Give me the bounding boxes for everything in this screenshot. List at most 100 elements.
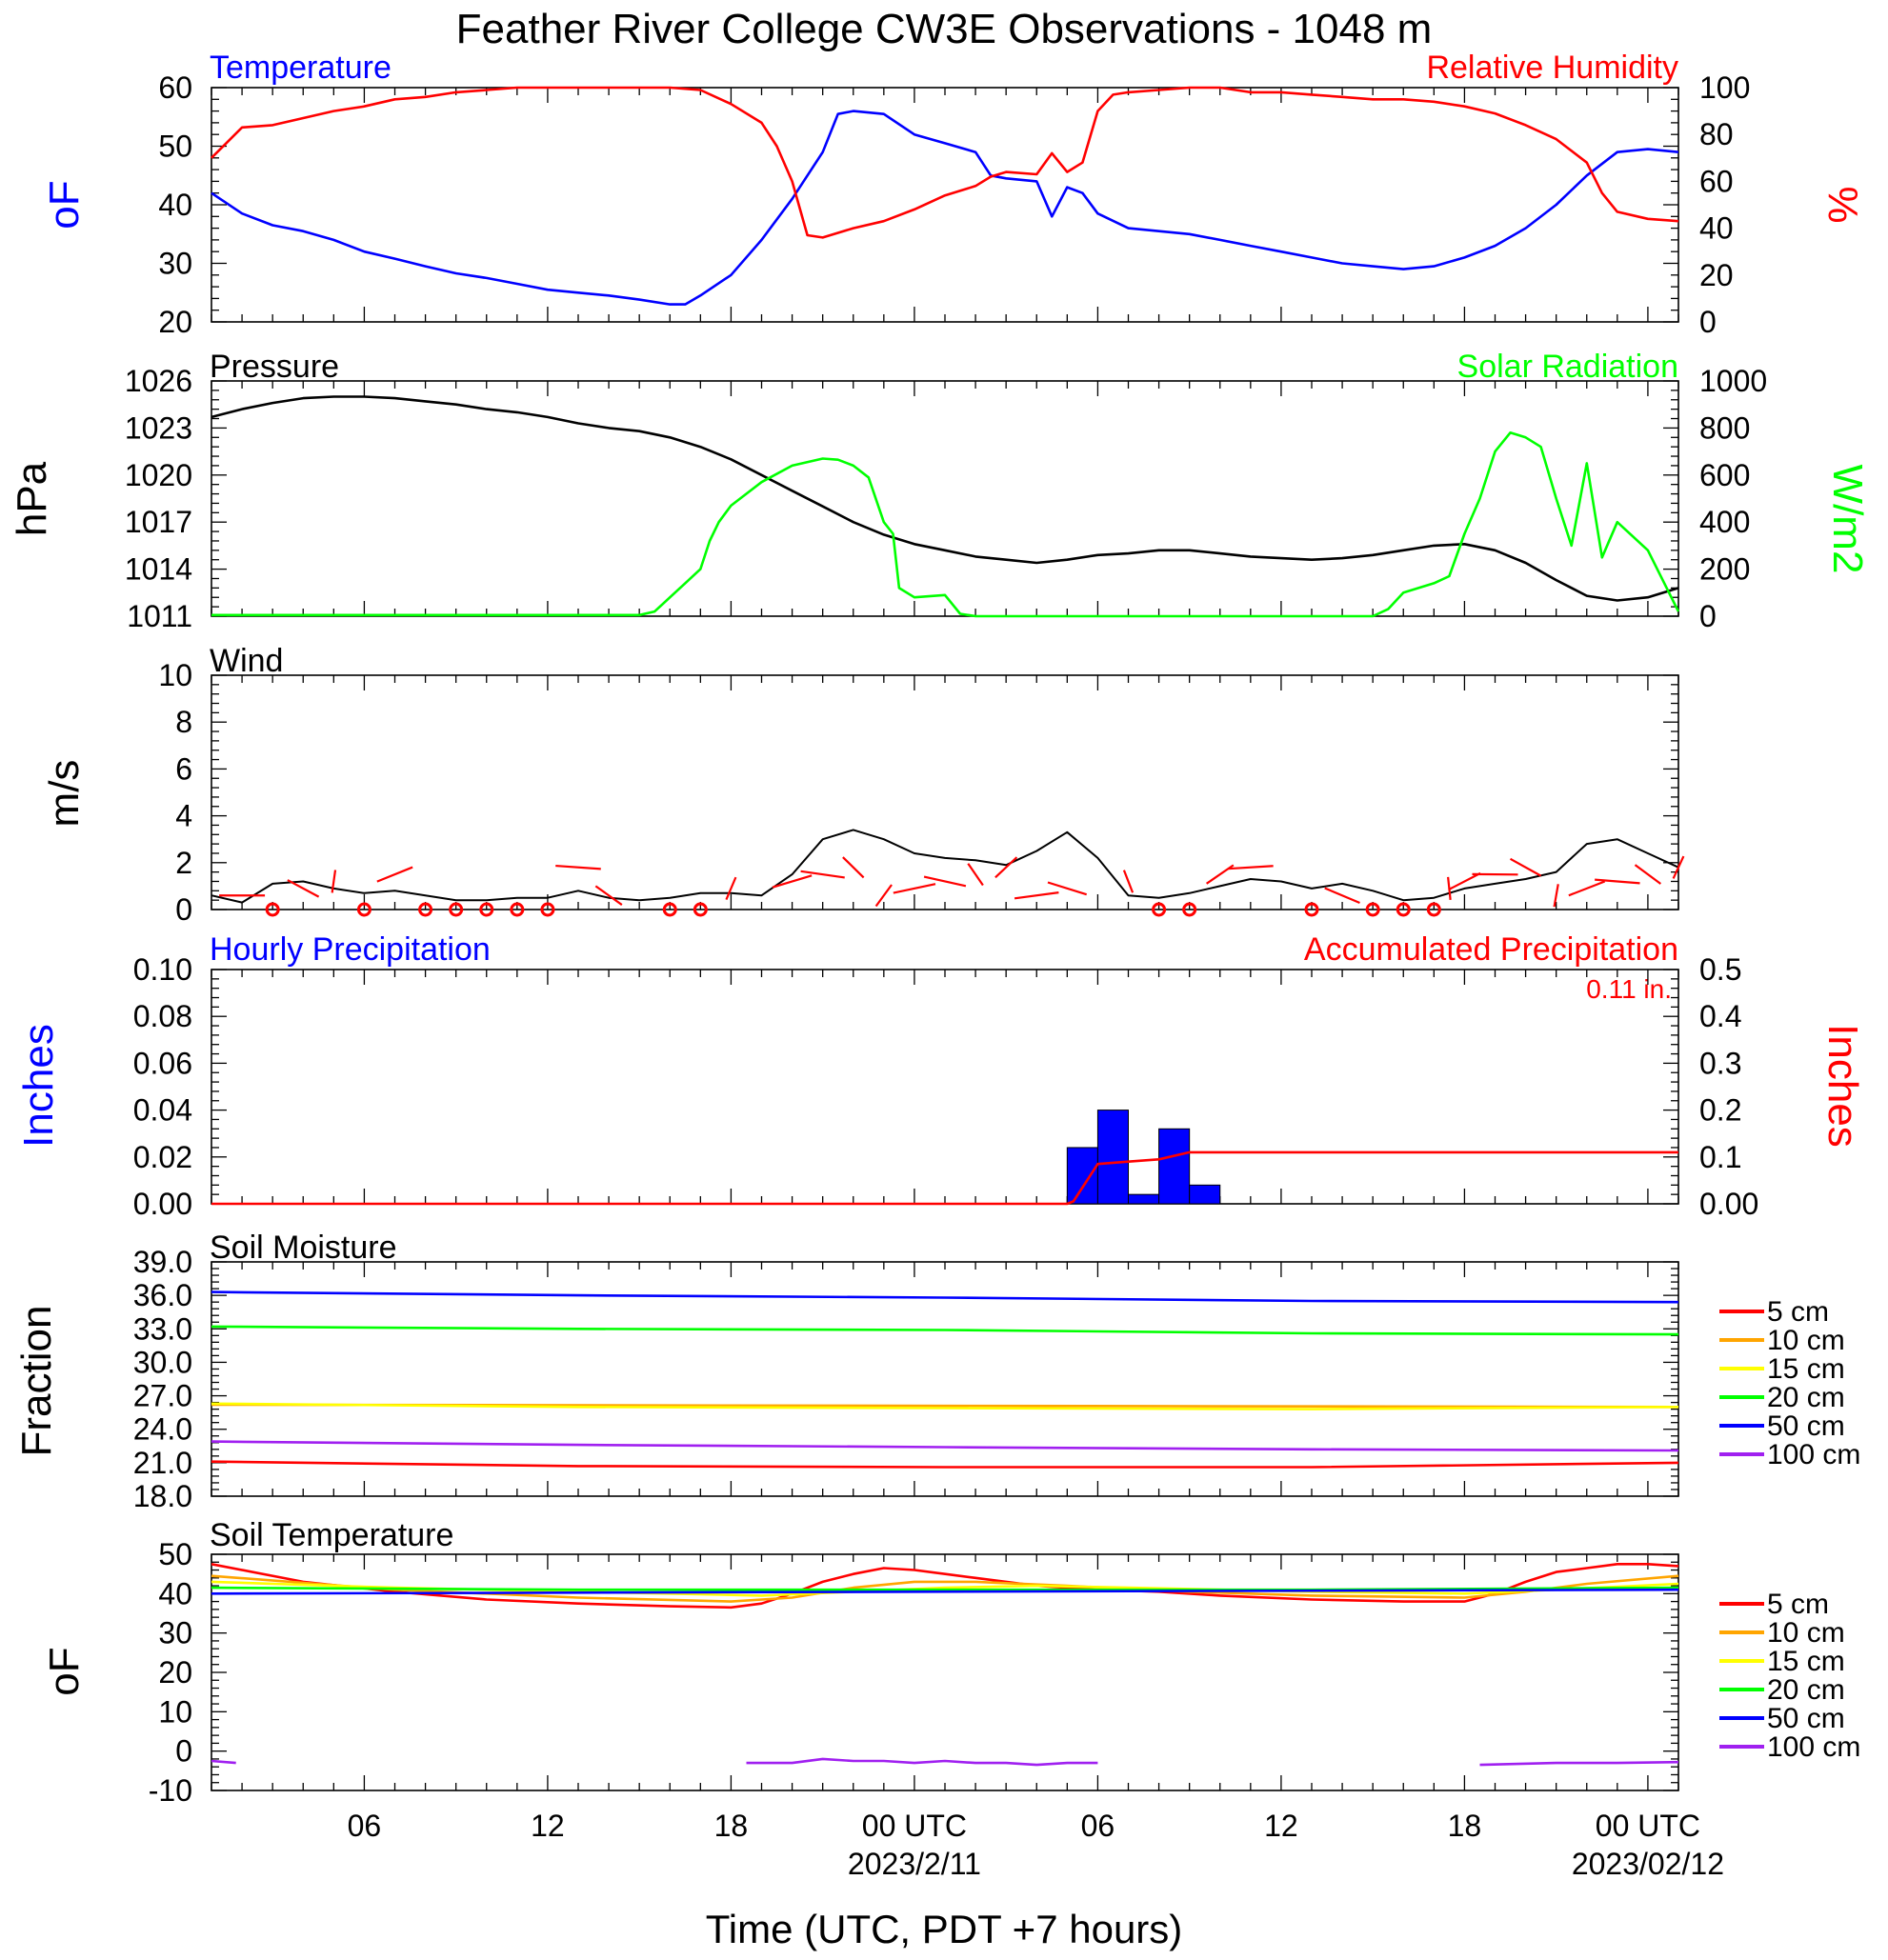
y-tick-label: 0 <box>175 1734 192 1769</box>
wind-barb <box>1014 891 1059 900</box>
y-tick-label: 40 <box>158 188 192 222</box>
series-line-soil-temp-100cm <box>1479 1760 1679 1767</box>
wind-title: Wind <box>210 643 283 679</box>
wind-barb <box>967 863 984 887</box>
panel-soil-moisture: Soil Moisture Fraction <box>13 1230 397 1456</box>
calm-wind-marker <box>449 902 464 917</box>
humidity-unit: % <box>1819 186 1866 223</box>
calm-wind-marker <box>418 902 433 917</box>
y-tick-label: 1020 <box>125 458 192 492</box>
solar-unit: W/m2 <box>1824 465 1871 574</box>
axes-wind: 10 8 6 4 2 0 <box>158 658 1679 927</box>
series-line-pressure <box>211 395 1679 602</box>
legend-label: 5 cm <box>1767 1589 1829 1620</box>
wind-unit: m/s <box>41 760 88 828</box>
legend-label: 15 cm <box>1767 1646 1845 1677</box>
y-tick-label: 2 <box>175 846 192 880</box>
y-tick-label: 27.0 <box>133 1379 192 1413</box>
calm-wind-marker <box>1304 902 1319 917</box>
y2-tick-label: 0.3 <box>1699 1046 1741 1080</box>
wind-barb <box>994 856 1018 879</box>
wind-barb <box>331 870 337 893</box>
x-tick-label: 06 <box>1081 1809 1115 1843</box>
axes-soil_moisture: 39.036.033.030.027.024.021.018.0 <box>133 1245 1679 1513</box>
y2-tick-label: 800 <box>1699 410 1750 445</box>
y-tick-label: 33.0 <box>133 1311 192 1346</box>
calm-wind-marker <box>479 902 494 917</box>
pressure-unit: hPa <box>9 461 55 536</box>
y-tick-label: 4 <box>175 799 192 833</box>
temperature-unit: oF <box>41 180 88 229</box>
y-tick-label: 36.0 <box>133 1278 192 1312</box>
humidity-title: Relative Humidity <box>1426 50 1678 86</box>
panel-precipitation: Hourly Precipitation Accumulated Precipi… <box>15 931 1866 1148</box>
soil-temperature-title: Soil Temperature <box>210 1517 453 1553</box>
wind-barb <box>594 885 623 906</box>
y-tick-label: 20 <box>158 1655 192 1690</box>
series-line-soil-temp-100cm <box>746 1757 1098 1767</box>
calm-wind-marker <box>540 902 555 917</box>
axes-precip: 0.10 0.08 0.06 0.04 0.02 0.00 0.5 0.4 0.3 0.2 0.1 0… <box>133 952 1759 1221</box>
temperature-title: Temperature <box>210 50 392 86</box>
x-tick-label: 00 UTC <box>1596 1809 1700 1843</box>
y2-tick-label: 600 <box>1699 458 1750 492</box>
y2-tick-label: 0.00 <box>1699 1187 1758 1221</box>
hourly-precip-title: Hourly Precipitation <box>210 931 491 968</box>
wind-barb <box>772 874 813 889</box>
legend-label: 10 cm <box>1767 1617 1845 1649</box>
y2-tick-label: 60 <box>1699 164 1734 198</box>
plot-frame <box>211 969 1679 1205</box>
y2-tick-label: 0 <box>1699 305 1717 339</box>
y-tick-label: 0.04 <box>133 1093 192 1128</box>
y2-tick-label: 40 <box>1699 211 1734 246</box>
series-line-accumulated-precip <box>211 1150 1678 1206</box>
wind-barb <box>1227 865 1274 870</box>
y-tick-label: 40 <box>158 1576 192 1610</box>
panel-temperature: Temperature Relative Humidity oF % <box>41 50 1866 230</box>
precip-bar <box>1158 1128 1191 1205</box>
panel-wind: Wind m/s <box>41 643 283 827</box>
legend-label: 10 cm <box>1767 1325 1845 1356</box>
y-tick-label: 8 <box>175 705 192 739</box>
series-line-soil-temp-50cm <box>211 1588 1679 1595</box>
series-line-soil-moisture-20cm <box>211 1325 1679 1336</box>
legend-label: 50 cm <box>1767 1703 1845 1734</box>
soil-moisture-title: Soil Moisture <box>210 1230 397 1266</box>
y-tick-label: -10 <box>149 1773 192 1808</box>
soil-moisture-unit: Fraction <box>13 1306 60 1457</box>
plot-frame <box>211 380 1679 617</box>
y-tick-label: 20 <box>158 305 192 339</box>
precip-bar <box>1189 1184 1221 1205</box>
y-tick-label: 39.0 <box>133 1245 192 1279</box>
accumulated-precip-title: Accumulated Precipitation <box>1304 931 1678 968</box>
plot-frame <box>211 674 1679 910</box>
x-tick-label: 12 <box>1264 1809 1298 1843</box>
hourly-precip-unit: Inches <box>15 1024 62 1148</box>
y-tick-label: 60 <box>158 70 192 105</box>
calm-wind-marker <box>1365 902 1380 917</box>
wind-barb <box>1324 887 1360 904</box>
x-tick-label: 06 <box>348 1809 382 1843</box>
y2-tick-label: 20 <box>1699 258 1734 292</box>
y2-tick-label: 0.4 <box>1699 999 1741 1033</box>
y2-tick-label: 0.1 <box>1699 1140 1741 1174</box>
y-tick-label: 18.0 <box>133 1479 192 1513</box>
series-line-solar-radiation <box>211 431 1680 618</box>
plot-frame <box>211 87 1679 323</box>
axes-soil_temperature: 50 40 30 20 10 0 -10 <box>149 1537 1679 1808</box>
y-tick-label: 30.0 <box>133 1345 192 1379</box>
y-tick-label: 0 <box>175 892 192 927</box>
panel-pressure: Pressure Solar Radiation hPa W/m2 <box>9 349 1871 573</box>
y-tick-label: 30 <box>158 1616 192 1650</box>
wind-barb <box>1047 881 1088 896</box>
wind-barb <box>376 866 413 883</box>
y-tick-label: 6 <box>175 751 192 786</box>
wind-barb <box>874 884 893 908</box>
y-tick-label: 24.0 <box>133 1412 192 1447</box>
series-line-soil-moisture-15cm <box>211 1402 1679 1410</box>
calm-wind-marker <box>1426 902 1441 917</box>
wind-barb <box>842 856 865 879</box>
legend-label: 50 cm <box>1767 1410 1845 1442</box>
